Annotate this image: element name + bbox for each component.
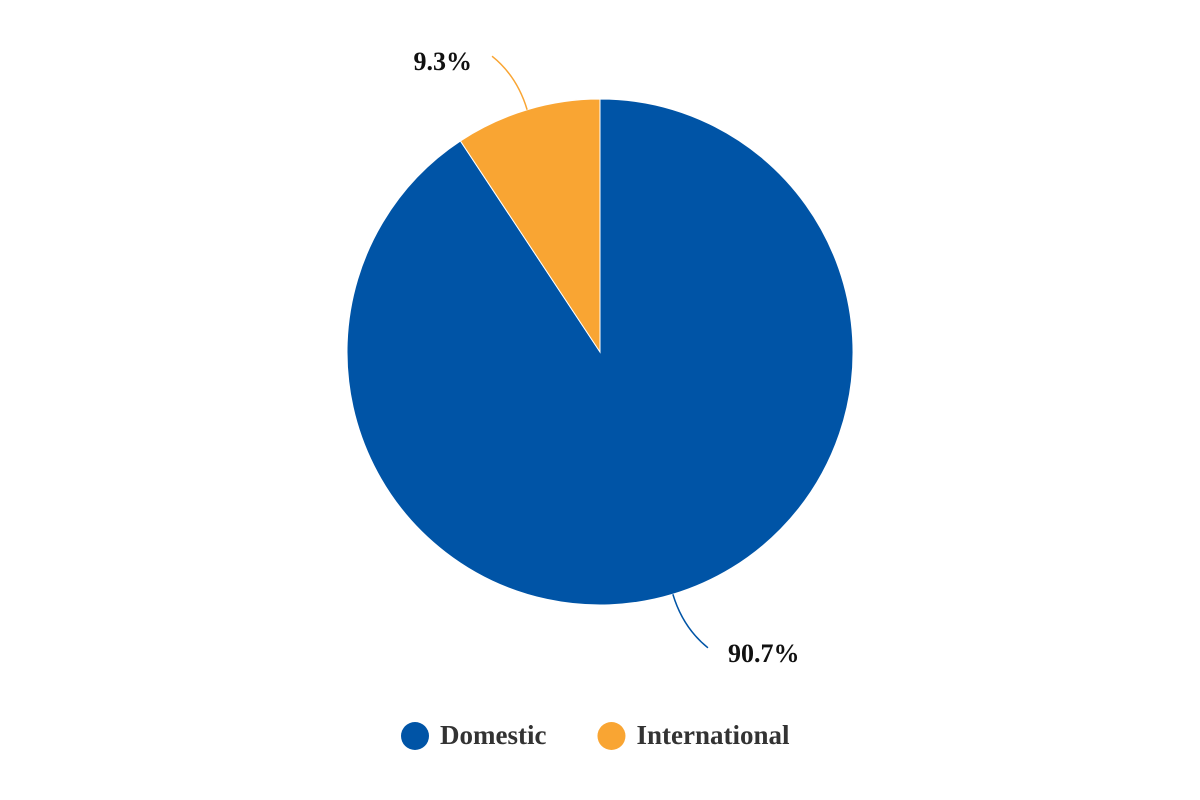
data-label: 9.3% [414, 47, 473, 76]
pie-slice [459, 98, 601, 354]
data-label: 90.7% [728, 639, 800, 668]
legend-marker [401, 722, 429, 750]
legend-label: International [636, 720, 790, 750]
legend-label: Domestic [440, 720, 546, 750]
leader-line [491, 55, 528, 110]
legend-marker [597, 722, 626, 750]
leader-line [672, 594, 709, 649]
